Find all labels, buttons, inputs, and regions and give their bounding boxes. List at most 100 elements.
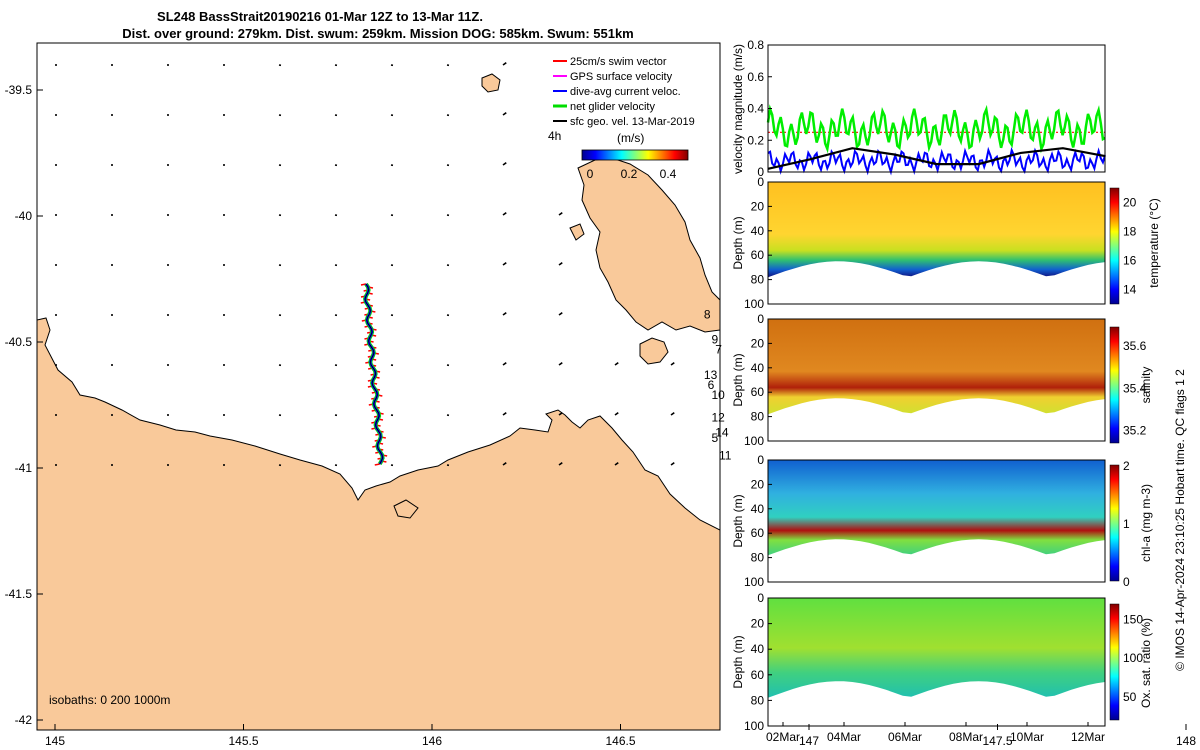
land-flinders-island: [577, 157, 720, 333]
geo-vector: [502, 412, 507, 416]
temp-ytick-label: 40: [751, 224, 765, 238]
vel-ytick-label: 0: [757, 165, 764, 179]
sal-ytick-label: 20: [751, 336, 765, 350]
map-ytick-label: -42: [15, 713, 33, 727]
salinity-field: [768, 319, 1105, 415]
temp-ytick-label: 100: [744, 297, 764, 311]
day-label-14: 14: [715, 426, 729, 440]
oxy-ytick-label: 60: [751, 668, 765, 682]
sal-depth-label: Depth (m): [731, 353, 745, 406]
sal-cbar-tick-label: 35.2: [1123, 423, 1147, 437]
temp-depth-label: Depth (m): [731, 216, 745, 269]
salinity-colorbar: [1109, 326, 1120, 444]
chl-ytick-label: 100: [744, 575, 764, 589]
legend-swim: 25cm/s swim vector: [570, 56, 667, 68]
land-islet-2: [569, 223, 585, 241]
time-tick-label: 10Mar: [1010, 730, 1044, 744]
chl-depth-label: Depth (m): [731, 494, 745, 547]
sal-ytick-label: 60: [751, 385, 765, 399]
series-net-velocity: [766, 104, 1106, 154]
velocity-lines: [766, 104, 1106, 176]
day-label-11: 11: [719, 448, 732, 462]
map-ytick-label: -40: [15, 209, 33, 223]
geo-vector: [558, 412, 563, 416]
temp-ytick-label: 0: [757, 175, 764, 189]
oxy-cbar-tick-label: 50: [1123, 690, 1137, 704]
geo-vector: [502, 212, 507, 216]
map-xtick-label: 146: [422, 734, 442, 748]
geo-vector: [502, 262, 507, 266]
geo-vector: [614, 462, 619, 466]
geo-vector: [558, 462, 563, 466]
day-label-13: 13: [704, 368, 718, 382]
oxy-ytick-label: 80: [751, 693, 765, 707]
oxygen-colorbar: [1109, 603, 1120, 721]
chl-cbar-tick-label: 1: [1123, 517, 1130, 531]
oxy-ytick-label: 100: [744, 719, 764, 733]
track-line: [364, 283, 384, 465]
interval-label: 4h: [548, 129, 561, 143]
temp-cbar-tick-label: 18: [1123, 225, 1137, 239]
swim-vector: [374, 463, 380, 466]
chl-colorbar: [1109, 464, 1120, 582]
sal-ytick-label: 40: [751, 361, 765, 375]
temp-cbar-tick-label: 20: [1123, 196, 1137, 210]
oxy-cbar-tick-label: 150: [1123, 612, 1143, 626]
sal-cbar-tick-label: 35.6: [1123, 339, 1147, 353]
chl-cbar-tick-label: 2: [1123, 459, 1130, 473]
time-axis-ticks: 02Mar 04Mar 06Mar 08Mar 10Mar 12Mar: [766, 722, 1105, 744]
map-axis-ticks: 145 145.5 146 146.5 147 147.5 148-39.5-40-40.5…: [5, 83, 1197, 748]
temp-cbar-tick-label: 14: [1123, 283, 1137, 297]
day-label-7: 7: [715, 343, 722, 357]
time-series-panels: 0 0.2 0.4 0.6 0.8 velocity magnitude (m/s) 0…: [731, 38, 1187, 744]
map-xtick-label: 148: [1176, 734, 1196, 748]
chl-ytick-label: 80: [751, 551, 765, 565]
geo-vector: [558, 312, 563, 316]
geo-vector: [558, 362, 563, 366]
title-line-1: SL248 BassStrait20190216 01-Mar 12Z to 1…: [157, 9, 483, 24]
temperature-frame: [767, 181, 1106, 305]
chl-ytick-label: 40: [751, 502, 765, 516]
temp-ytick-label: 60: [751, 248, 765, 262]
day-label-10: 10: [711, 388, 725, 402]
geo-vector: [502, 62, 507, 66]
geo-vector: [670, 462, 675, 466]
legend-gps: GPS surface velocity: [570, 71, 673, 83]
glider-track: [360, 282, 388, 466]
speed-colorbar: [581, 149, 689, 161]
salinity-panel: 0 20 40 60 80 100 Depth (m) 35.2 35.4 35.6 salini…: [731, 312, 1153, 448]
day-label-12: 12: [711, 411, 725, 425]
oxygen-frame: [767, 597, 1106, 727]
oxy-ytick-label: 40: [751, 642, 765, 656]
vel-ytick-label: 0.4: [747, 102, 764, 116]
time-tick-label: 12Mar: [1071, 730, 1105, 744]
isobaths-label: isobaths: 0 200 1000m: [49, 693, 170, 707]
title-line-2: Dist. over ground: 279km. Dist. swum: 25…: [122, 26, 634, 41]
land-cape-barren-island: [639, 337, 669, 365]
colorbar-tick-0: 0: [587, 167, 594, 181]
velocity-panel: 0 0.2 0.4 0.6 0.8 velocity magnitude (m/s): [731, 38, 1106, 179]
map-frame: [36, 42, 721, 731]
geo-vector: [614, 412, 619, 416]
legend-net: net glider velocity: [570, 101, 655, 113]
swim-vector: [360, 283, 367, 286]
chl-ytick-label: 60: [751, 526, 765, 540]
time-tick-label: 06Mar: [888, 730, 922, 744]
map-xtick-label: 147: [799, 734, 819, 748]
geo-vector: [502, 162, 507, 166]
vel-ytick-label: 0.6: [747, 70, 764, 84]
geo-vector: [502, 112, 507, 116]
oxygen-field: [768, 598, 1105, 698]
temperature-colorbar: [1109, 187, 1120, 305]
chl-panel: 0 20 40 60 80 100 Depth (m) 0 1 2 chl-a (mg m-3): [731, 453, 1153, 589]
vel-ytick-label: 0.2: [747, 133, 764, 147]
sal-ytick-label: 0: [757, 312, 764, 326]
geo-vector: [558, 262, 563, 266]
chl-ytick-label: 0: [757, 453, 764, 467]
map-ytick-label: -41.5: [5, 587, 33, 601]
colorbar-tick-2: 0.4: [660, 167, 677, 181]
temp-ytick-label: 20: [751, 199, 765, 213]
